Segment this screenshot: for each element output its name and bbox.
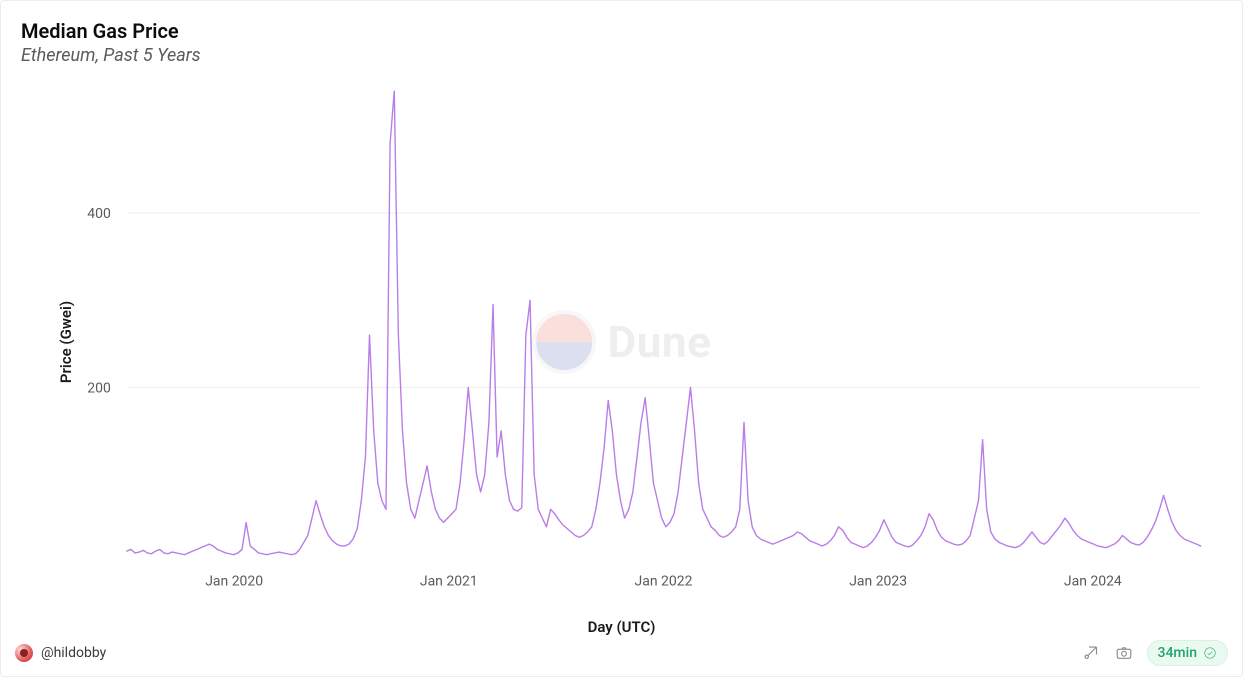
embed-icon[interactable] [1083,644,1101,662]
x-axis-label: Day (UTC) [588,618,656,636]
svg-text:200: 200 [87,380,111,396]
svg-text:Jan 2024: Jan 2024 [1064,574,1122,590]
line-chart-svg: 200 400 Jan 2020 Jan 2021 Jan 2022 Jan 2023 Ja… [19,72,1224,612]
svg-text:Jan 2021: Jan 2021 [420,574,478,590]
refresh-badge-text: 34min [1158,645,1197,661]
card-tools: 34min [1083,640,1228,666]
chart-card: Median Gas Price Ethereum, Past 5 Years … [0,0,1243,677]
plot-area[interactable]: Dune 200400Jan 2020Jan 2021Jan 2022Jan 2… [19,72,1224,612]
check-icon [1203,646,1217,660]
camera-icon[interactable] [1115,644,1133,662]
author-handle: @hildobby [41,645,106,661]
y-axis-label: Price (Gwei) [57,301,75,383]
author-avatar-icon [15,644,33,662]
chart-subtitle: Ethereum, Past 5 Years [21,45,1224,66]
chart-title: Median Gas Price [21,19,1224,43]
svg-text:Jan 2020: Jan 2020 [205,574,263,590]
svg-text:Jan 2022: Jan 2022 [635,574,693,590]
author-attribution[interactable]: @hildobby [15,644,106,662]
svg-text:Jan 2023: Jan 2023 [849,574,907,590]
svg-text:400: 400 [87,206,111,222]
refresh-badge[interactable]: 34min [1147,640,1228,666]
card-footer: @hildobby 34min [15,640,1228,666]
